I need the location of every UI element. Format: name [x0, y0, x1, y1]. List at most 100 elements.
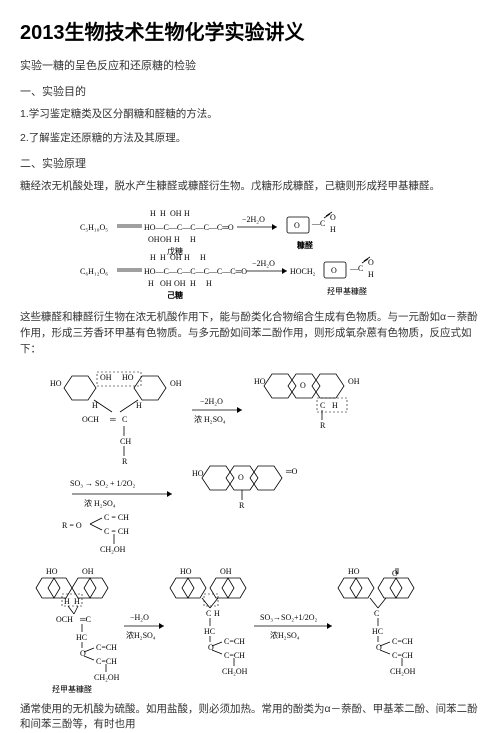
svg-text:HO—C—C—C—C—C—C═O: HO—C—C—C—C—C—C═O: [144, 267, 247, 276]
purpose-item-2: 2.了解鉴定还原糖的方法及其原理。: [20, 131, 484, 147]
svg-text:C = CH: C = CH: [104, 527, 129, 536]
c6-formula: C₆H₁₂O₆: [80, 267, 108, 276]
svg-text:HO: HO: [122, 373, 134, 382]
svg-text:═C: ═C: [79, 615, 91, 624]
svg-text:HO: HO: [254, 377, 266, 386]
svg-text:O: O: [300, 381, 306, 390]
svg-text:H: H: [200, 253, 206, 262]
svg-text:H: H: [136, 401, 142, 410]
svg-text:HOCH₂: HOCH₂: [290, 267, 316, 276]
svg-text:═O: ═O: [285, 467, 298, 476]
svg-text:—C: —C: [349, 264, 363, 273]
hexose-label: 己糖: [167, 290, 183, 300]
svg-text:OH: OH: [174, 279, 186, 288]
svg-text:H: H: [368, 270, 374, 279]
principle-text: 糖经浓无机酸处理，脱水产生糠醛或糠醛衍生物。戊糖形成糠醛，己糖则形成羟甲基糠醛。: [20, 179, 484, 195]
svg-text:H: H: [150, 253, 156, 262]
svg-text:浓 H₂SO₄: 浓 H₂SO₄: [194, 415, 226, 424]
svg-text:H: H: [332, 401, 338, 410]
svg-text:R: R: [320, 421, 326, 430]
svg-text:O: O: [331, 266, 337, 275]
svg-text:H: H: [160, 209, 166, 218]
svg-text:OH: OH: [100, 373, 112, 382]
svg-text:OH: OH: [348, 377, 360, 386]
svg-text:H: H: [160, 253, 166, 262]
paragraph-1: 这些糠醛和糠醛衍生物在浓无机酸作用下，能与酚类化合物缩合生成有色物质。与一元酚如…: [20, 310, 484, 357]
svg-text:H: H: [214, 609, 220, 618]
svg-text:—C: —C: [311, 219, 325, 228]
svg-text:OH: OH: [220, 567, 232, 576]
diagram-3-naphthol: HO OH H H OCH ═C HC O C=CH C=CH CH₂OH −H…: [32, 564, 472, 694]
principle-header: 二、实验原理: [20, 155, 484, 171]
svg-text:HC: HC: [204, 627, 215, 636]
svg-text:−H₂O: −H₂O: [130, 613, 149, 622]
svg-text:C: C: [320, 401, 325, 410]
svg-text:H: H: [74, 597, 80, 606]
svg-text:H: H: [184, 253, 190, 262]
svg-text:CH₂OH: CH₂OH: [94, 673, 120, 682]
svg-text:浓H₂SO₄: 浓H₂SO₄: [270, 631, 300, 640]
svg-text:HO: HO: [46, 567, 58, 576]
svg-text:HO: HO: [50, 379, 62, 388]
svg-text:浓 H₂SO₄: 浓 H₂SO₄: [84, 499, 116, 508]
svg-text:C: C: [206, 609, 211, 618]
svg-text:HO: HO: [348, 567, 360, 576]
page-title: 2013生物技术生物化学实验讲义: [20, 16, 484, 45]
svg-text:−2H₂O: −2H₂O: [252, 259, 275, 268]
diagram-2-xanthene: HO OH HO OH H H OCH ═ C CH R −2H₂O 浓 H₂S…: [42, 366, 462, 556]
svg-text:CH: CH: [120, 437, 131, 446]
r-definition: R = O: [62, 521, 82, 530]
svg-text:H: H: [330, 225, 336, 234]
svg-text:R: R: [239, 501, 245, 510]
svg-text:O: O: [392, 569, 398, 578]
paragraph-2: 通常使用的无机酸为硫酸。如用盐酸，则必须加热。常用的酚类为α－萘酚、甲基苯二酚、…: [20, 702, 484, 733]
purpose-header: 一、实验目的: [20, 83, 484, 99]
svg-text:O: O: [294, 221, 300, 230]
svg-text:C=CH: C=CH: [96, 643, 117, 652]
svg-text:−2H₂O: −2H₂O: [242, 215, 265, 224]
svg-text:−2H₂O: −2H₂O: [200, 397, 223, 406]
svg-text:R: R: [122, 457, 128, 466]
svg-text:O: O: [368, 258, 374, 267]
svg-text:HC: HC: [372, 627, 383, 636]
hmf-label: 羟甲基糠醛: [327, 286, 367, 296]
furfural-label: 糠醛: [296, 240, 314, 250]
svg-text:OH: OH: [170, 379, 182, 388]
svg-text:H: H: [174, 235, 180, 244]
c5-formula: C₅H₁₀O₅: [80, 223, 108, 232]
svg-text:C=CH: C=CH: [96, 657, 117, 666]
svg-text:C=CH: C=CH: [392, 637, 413, 646]
svg-text:CH₂OH: CH₂OH: [222, 667, 248, 676]
svg-text:C=CH: C=CH: [224, 651, 245, 660]
diagram-1-furfural: C₅H₁₀O₅ H H OH H HO—C—C—C—C—C═O OH OH H …: [72, 202, 432, 302]
svg-text:CH₂OH: CH₂OH: [390, 667, 416, 676]
svg-text:OH: OH: [170, 209, 182, 218]
svg-text:HO—C—C—C—C—C═O: HO—C—C—C—C—C═O: [144, 223, 234, 232]
diagram-3-container: HO OH H H OCH ═C HC O C=CH C=CH CH₂OH −H…: [20, 564, 484, 694]
svg-text:H: H: [190, 235, 196, 244]
diagram-2-container: HO OH HO OH H H OCH ═ C CH R −2H₂O 浓 H₂S…: [20, 366, 484, 556]
svg-text:H: H: [190, 279, 196, 288]
purpose-item-1: 1.学习鉴定糖类及区分酮糖和醛糖的方法。: [20, 107, 484, 123]
svg-text:H: H: [64, 597, 70, 606]
svg-text:H: H: [206, 279, 212, 288]
svg-text:CH₂OH: CH₂OH: [100, 545, 126, 554]
svg-text:OH: OH: [170, 253, 182, 262]
svg-text:O: O: [330, 213, 336, 222]
svg-text:C: C: [122, 415, 127, 424]
svg-text:OH: OH: [82, 567, 94, 576]
experiment-subtitle: 实验一糖的呈色反应和还原糖的检验: [20, 57, 484, 73]
svg-text:C=CH: C=CH: [392, 651, 413, 660]
svg-text:HO: HO: [192, 469, 204, 478]
svg-text:浓H₂SO₄: 浓H₂SO₄: [126, 631, 156, 640]
so3-equation: SO₃ → SO₂ + 1/2O₂: [70, 479, 136, 488]
svg-text:H: H: [184, 209, 190, 218]
svg-text:H: H: [148, 279, 154, 288]
svg-text:OCH: OCH: [56, 615, 73, 624]
svg-text:OH: OH: [160, 235, 172, 244]
svg-text:C: C: [374, 609, 379, 618]
svg-text:C=CH: C=CH: [224, 637, 245, 646]
svg-text:OH: OH: [148, 235, 160, 244]
svg-text:O: O: [238, 473, 244, 482]
svg-text:OH: OH: [160, 279, 172, 288]
